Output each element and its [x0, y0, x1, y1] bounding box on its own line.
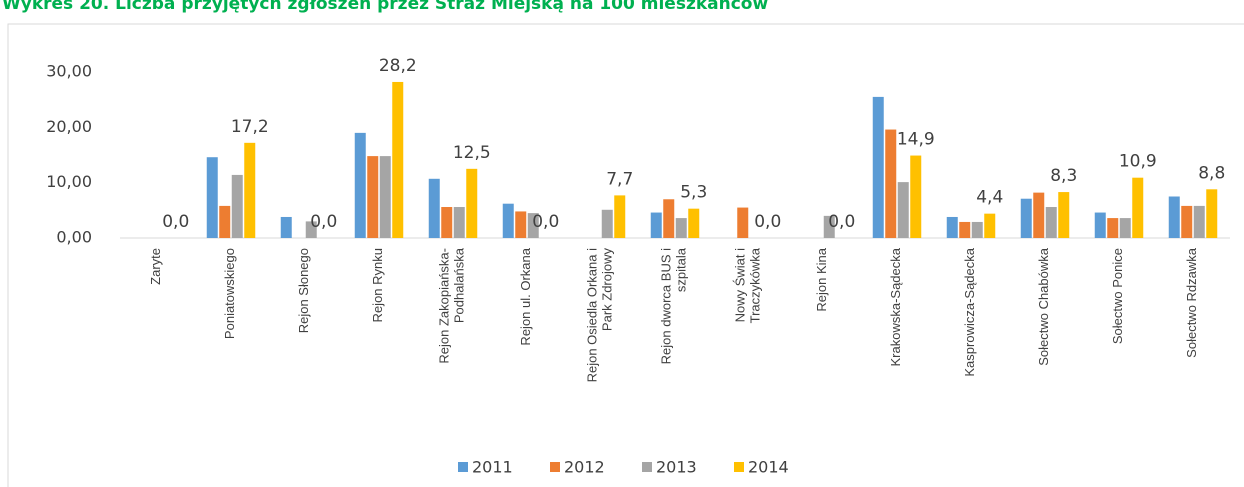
x-tick-label: Sołectwo Rdzawka: [1184, 247, 1199, 358]
data-label: 0,0: [162, 212, 189, 232]
bar: [1020, 198, 1032, 238]
x-tick-label: Kasprowicza-Sądecka: [962, 247, 977, 376]
x-tick-label: Rejon Rynku: [370, 248, 385, 322]
bar: [885, 129, 897, 238]
bar: [379, 156, 391, 238]
bar: [1045, 207, 1057, 238]
x-tick-label: Rejon Osiedla Orkana iPark Zdrojowy: [585, 248, 615, 383]
bar: [971, 221, 983, 238]
bar: [984, 213, 996, 238]
data-label: 0,0: [310, 212, 337, 232]
bar: [1119, 218, 1131, 238]
bar: [897, 182, 909, 238]
y-tick-label: 30,00: [46, 62, 92, 81]
bar: [1132, 177, 1144, 238]
bar: [601, 209, 613, 238]
bar: [688, 208, 700, 238]
x-tick-label: Zaryte: [148, 248, 163, 285]
bar: [367, 156, 379, 238]
x-tick-label: Rejon ul. Orkana: [518, 247, 533, 345]
data-label: 0,0: [532, 212, 559, 232]
y-tick-label: 0,00: [56, 228, 92, 247]
bar: [219, 205, 231, 238]
bar: [392, 81, 404, 239]
x-tick-label: Sołectwo Ponice: [1110, 248, 1125, 344]
data-label: 28,2: [379, 56, 417, 76]
bar: [428, 178, 440, 238]
bar: [737, 207, 749, 238]
bar: [305, 221, 317, 238]
data-label: 8,8: [1198, 163, 1225, 183]
bar: [1168, 196, 1180, 238]
bar: [453, 207, 465, 238]
bar: [1058, 192, 1070, 238]
bar: [946, 216, 958, 238]
data-label: 0,0: [754, 212, 781, 232]
bar: [823, 215, 835, 238]
bar: [1107, 218, 1119, 238]
data-label: 14,9: [897, 130, 935, 150]
bar: [527, 213, 539, 238]
bar: [515, 211, 527, 238]
bar: [650, 212, 662, 238]
data-label: 10,9: [1119, 152, 1157, 172]
legend-swatch: [550, 462, 560, 472]
y-tick-label: 10,00: [46, 172, 92, 191]
legend-label: 2012: [564, 458, 605, 477]
x-tick-label: Poniatowskiego: [222, 248, 237, 339]
x-tick-label: Sołectwo Chabówka: [1036, 247, 1051, 366]
bar: [502, 203, 514, 238]
bar: [872, 96, 884, 239]
bar: [910, 155, 922, 238]
bar: [675, 218, 687, 238]
x-tick-label: Krakowska-Sądecka: [888, 247, 903, 366]
data-label: 8,3: [1050, 166, 1077, 186]
bar: [244, 142, 256, 238]
legend-label: 2014: [748, 458, 789, 477]
bar: [280, 216, 292, 238]
x-tick-label: Rejon dworca BUS iszpitala: [659, 247, 689, 364]
y-tick-label: 20,00: [46, 117, 92, 136]
chart-border: [7, 23, 1244, 487]
bar: [1094, 212, 1106, 238]
legend-swatch: [734, 462, 744, 472]
legend-swatch: [458, 462, 468, 472]
x-tick-label: Rejon Zakopiańska-Podhalańska: [437, 247, 467, 363]
bar: [466, 168, 478, 238]
bar: [959, 221, 971, 238]
x-tick-label: Nowy Świat iTraczykówka: [733, 247, 763, 323]
bar: [1193, 205, 1205, 238]
data-label: 12,5: [453, 143, 491, 163]
legend-label: 2011: [472, 458, 513, 477]
data-label: 7,7: [606, 169, 633, 189]
bar: [1181, 205, 1193, 238]
bar: [1033, 192, 1045, 238]
data-label: 5,3: [680, 183, 707, 203]
legend-swatch: [642, 462, 652, 472]
data-label: 17,2: [231, 117, 269, 137]
chart-title: Wykres 20. Liczba przyjętych zgłoszeń pr…: [2, 0, 768, 14]
bar: [231, 174, 243, 238]
bar: [1206, 189, 1218, 238]
bar: [206, 157, 218, 238]
x-tick-label: Rejon Kina: [814, 247, 829, 311]
data-label: 0,0: [828, 212, 855, 232]
bar: [614, 195, 626, 238]
data-label: 4,4: [976, 188, 1003, 208]
bar: [441, 207, 453, 238]
legend-label: 2013: [656, 458, 697, 477]
x-tick-label: Rejon Słonego: [296, 248, 311, 333]
bar: [354, 132, 366, 238]
bar: [663, 199, 675, 238]
